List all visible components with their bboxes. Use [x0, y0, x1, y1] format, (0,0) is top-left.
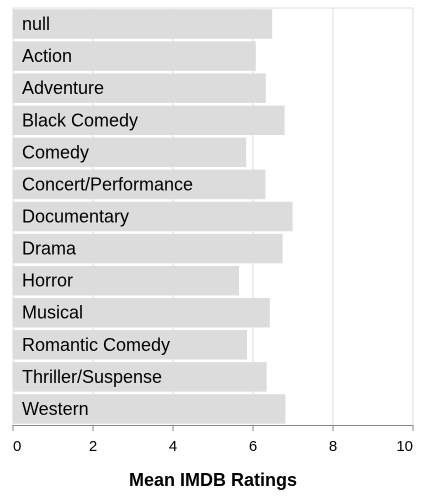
bar-label-8: Horror	[22, 271, 73, 291]
bar-3	[13, 105, 285, 136]
bar-11	[13, 362, 267, 392]
bar-label-7: Drama	[22, 239, 77, 259]
bar-12	[13, 394, 286, 424]
bar-4	[13, 137, 247, 168]
bar-labels: null Action Adventure Black Comedy Comedy Con…	[22, 14, 193, 419]
bar-label-5: Concert/Performance	[22, 174, 193, 194]
x-tick-label-8: 8	[329, 438, 337, 455]
x-tick-label-4: 4	[169, 438, 177, 455]
bar-label-9: Musical	[22, 303, 83, 323]
bar-9	[13, 297, 270, 328]
bar-label-0: null	[22, 14, 50, 34]
bar-0	[13, 9, 273, 39]
bar-label-1: Action	[22, 46, 72, 66]
bar-1	[13, 41, 256, 71]
bar-2	[13, 73, 266, 103]
bar-8	[13, 265, 239, 296]
x-tick-label-0: 0	[13, 438, 21, 455]
x-axis-title: Mean IMDB Ratings	[129, 470, 297, 490]
bar-label-11: Thriller/Suspense	[22, 367, 162, 387]
x-tick-label-2: 2	[89, 438, 97, 455]
bar-10	[13, 330, 247, 360]
bar-label-12: Western	[22, 399, 89, 419]
bars	[13, 9, 293, 424]
bar-label-4: Comedy	[22, 142, 89, 162]
bar-7	[13, 233, 283, 264]
x-tick-label-10: 10	[396, 438, 413, 455]
bar-5	[13, 169, 266, 200]
bar-label-3: Black Comedy	[22, 110, 138, 130]
x-axis: 0 2 4 6 8 10	[12, 425, 414, 455]
bar-label-6: Documentary	[22, 207, 129, 227]
bar-6	[13, 201, 293, 232]
x-tick-label-6: 6	[249, 438, 257, 455]
bar-label-10: Romantic Comedy	[22, 335, 170, 355]
bar-label-2: Adventure	[22, 78, 104, 98]
